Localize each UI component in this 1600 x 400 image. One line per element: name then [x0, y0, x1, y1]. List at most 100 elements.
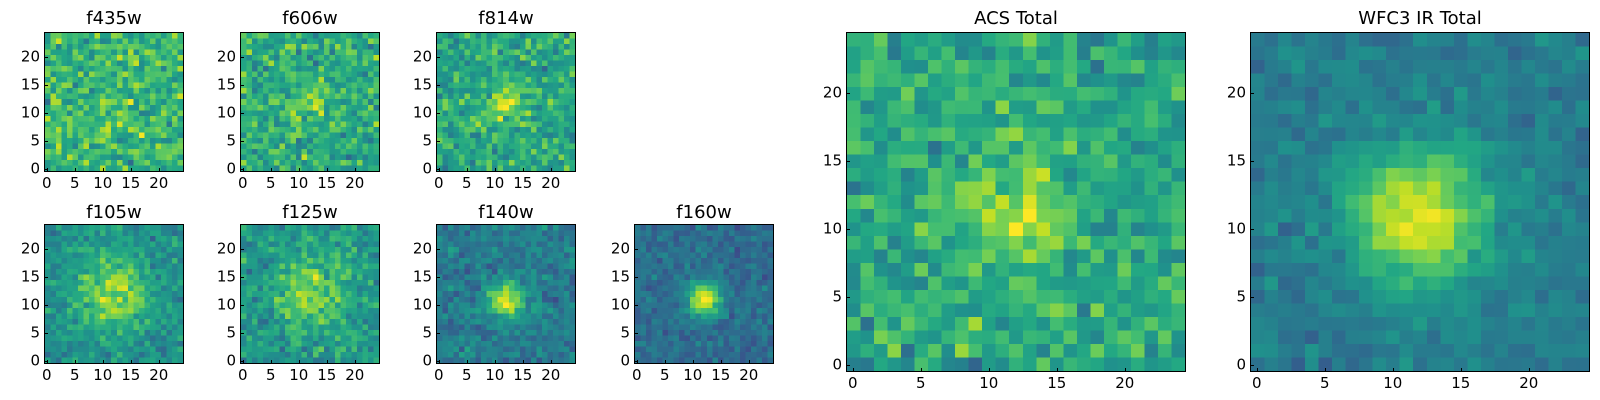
y-tick-label: 20: [412, 47, 432, 66]
x-tick-mark: [74, 168, 76, 172]
y-tick-mark: [240, 57, 244, 59]
panel-f814w: f814w 0 5 10 15 20 0 5 10 15 20: [413, 6, 576, 196]
y-tick-label: 0: [1236, 355, 1246, 374]
panel-title: f814w: [478, 8, 534, 29]
y-tick-label: 10: [412, 103, 432, 122]
y-tick-mark: [436, 169, 440, 171]
x-tick-label: 20: [149, 366, 169, 384]
x-tick-mark: [1392, 368, 1394, 372]
y-tick-label: 0: [422, 159, 432, 178]
y-tick-label: 5: [1236, 287, 1246, 306]
y-tick-mark: [44, 85, 48, 87]
panel-title: f140w: [478, 202, 534, 223]
x-tick-label: 20: [541, 174, 561, 192]
x-tick-mark: [852, 368, 854, 372]
heatmap-plot: [44, 224, 184, 364]
y-tick-label: 0: [422, 351, 432, 370]
y-tick-mark: [44, 169, 48, 171]
x-tick-mark: [326, 360, 328, 364]
panel-title: f160w: [676, 202, 732, 223]
y-tick-mark: [846, 229, 850, 231]
x-tick-mark: [988, 368, 990, 372]
y-tick-label: 15: [822, 151, 842, 170]
heatmap-plot: [44, 32, 184, 172]
x-tick-label: 5: [916, 374, 926, 392]
x-tick-mark: [550, 360, 552, 364]
heatmap-plot: [240, 224, 380, 364]
x-tick-label: 15: [317, 366, 337, 384]
x-tick-label: 20: [1519, 374, 1539, 392]
y-tick-label: 10: [1226, 219, 1246, 238]
panel-acs-total: ACS Total 0 5 10 15 20 0 5 10 15 20: [823, 6, 1186, 396]
x-tick-mark: [1256, 368, 1258, 372]
x-tick-mark: [550, 168, 552, 172]
x-tick-label: 0: [238, 366, 248, 384]
y-tick-mark: [44, 333, 48, 335]
heatmap-canvas: [45, 225, 183, 363]
y-tick-label: 5: [422, 323, 432, 342]
y-tick-label: 5: [422, 131, 432, 150]
x-tick-mark: [158, 360, 160, 364]
y-tick-label: 0: [620, 351, 630, 370]
y-tick-label: 20: [20, 239, 40, 258]
x-tick-mark: [466, 168, 468, 172]
y-tick-mark: [44, 305, 48, 307]
panel-title: f435w: [86, 8, 142, 29]
x-tick-mark: [522, 360, 524, 364]
y-tick-mark: [846, 161, 850, 163]
panel-f125w: f125w 0 5 10 15 20 0 5 10 15 20: [217, 202, 380, 394]
x-tick-label: 10: [93, 174, 113, 192]
heatmap-canvas: [45, 33, 183, 171]
y-tick-label: 15: [20, 75, 40, 94]
y-tick-mark: [240, 361, 244, 363]
x-tick-mark: [158, 168, 160, 172]
y-tick-mark: [44, 277, 48, 279]
x-tick-mark: [270, 168, 272, 172]
x-tick-label: 0: [238, 174, 248, 192]
x-tick-label: 0: [434, 366, 444, 384]
y-tick-mark: [44, 141, 48, 143]
y-tick-label: 5: [832, 287, 842, 306]
y-tick-label: 15: [216, 267, 236, 286]
y-tick-mark: [44, 361, 48, 363]
x-tick-label: 0: [632, 366, 642, 384]
x-tick-mark: [130, 168, 132, 172]
x-tick-mark: [1056, 368, 1058, 372]
y-tick-mark: [436, 141, 440, 143]
x-tick-label: 5: [462, 366, 472, 384]
y-tick-label: 5: [226, 131, 236, 150]
y-tick-label: 20: [610, 239, 630, 258]
x-tick-label: 15: [121, 366, 141, 384]
x-tick-label: 0: [434, 174, 444, 192]
x-tick-mark: [1460, 368, 1462, 372]
x-tick-mark: [130, 360, 132, 364]
x-tick-label: 5: [70, 174, 80, 192]
x-tick-mark: [74, 360, 76, 364]
y-tick-mark: [436, 333, 440, 335]
x-tick-mark: [354, 360, 356, 364]
x-tick-label: 5: [70, 366, 80, 384]
heatmap-canvas: [437, 225, 575, 363]
heatmap-canvas: [241, 33, 379, 171]
y-tick-label: 15: [1226, 151, 1246, 170]
heatmap-plot: [240, 32, 380, 172]
y-tick-mark: [436, 277, 440, 279]
x-tick-label: 15: [513, 366, 533, 384]
x-tick-mark: [1324, 368, 1326, 372]
x-tick-label: 10: [485, 174, 505, 192]
y-tick-mark: [240, 305, 244, 307]
y-tick-mark: [846, 93, 850, 95]
y-tick-label: 15: [412, 267, 432, 286]
x-tick-label: 20: [739, 366, 759, 384]
x-tick-mark: [466, 360, 468, 364]
heatmap-plot: [436, 32, 576, 172]
y-tick-label: 0: [30, 351, 40, 370]
y-tick-label: 5: [226, 323, 236, 342]
y-tick-label: 10: [20, 295, 40, 314]
x-tick-mark: [920, 368, 922, 372]
x-tick-label: 5: [462, 174, 472, 192]
y-tick-label: 20: [216, 239, 236, 258]
x-tick-label: 10: [289, 174, 309, 192]
panel-title: f125w: [282, 202, 338, 223]
